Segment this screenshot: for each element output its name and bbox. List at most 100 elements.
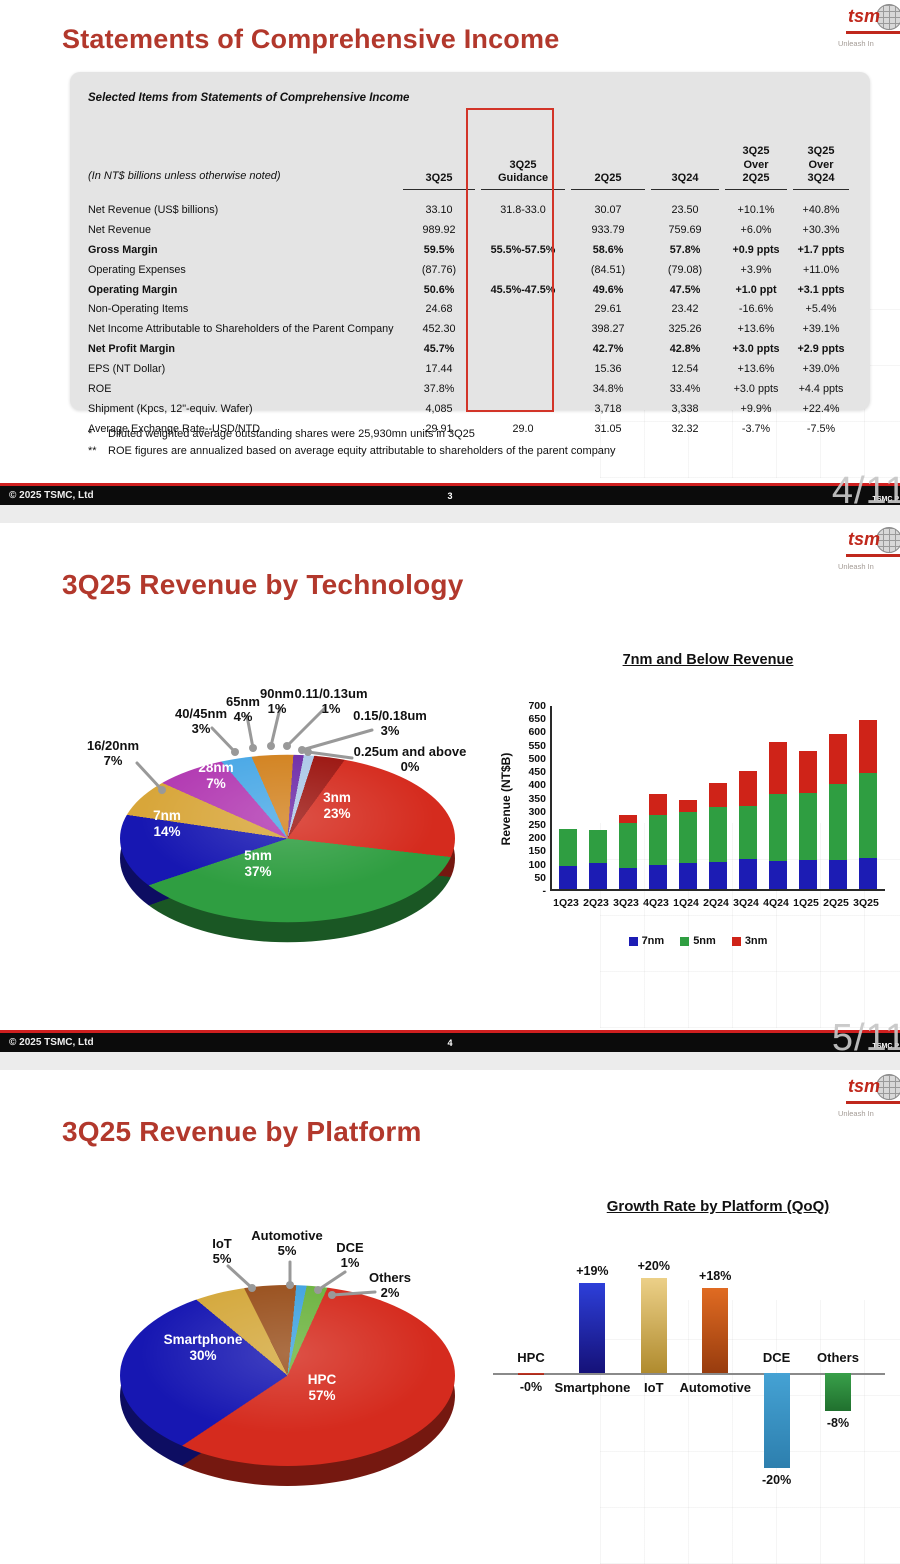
row-label: EPS (NT Dollar) <box>88 363 166 376</box>
growth-value-hpc: -0% <box>519 1380 543 1394</box>
table-cell: 50.6% <box>423 283 455 296</box>
table-cell: 33.4% <box>669 382 701 395</box>
table-cell: 3,718 <box>594 402 622 415</box>
bar-segment-7nm-1Q25 <box>799 859 817 889</box>
bar-segment-7nm-2Q23 <box>589 863 607 889</box>
bar-segment-3nm-3Q23 <box>619 815 637 823</box>
pie-label-automotive: Automotive 5% <box>251 1228 323 1259</box>
bar-segment-7nm-2Q24 <box>709 862 727 889</box>
table-cell: +39.1% <box>802 323 840 336</box>
legend-item-7nm: 7nm <box>628 935 664 947</box>
table-cell: 17.44 <box>425 363 453 376</box>
table-cell: 42.7% <box>592 343 624 356</box>
slide-page-number: 3 <box>447 491 453 501</box>
bar-segment-7nm-3Q25 <box>859 858 877 889</box>
growth-bar-iot <box>640 1278 667 1373</box>
logo-tagline: Unleash In <box>838 562 874 571</box>
footer-corner-text: TSMC P <box>872 496 899 503</box>
tsmc-logo: tsm Unleash In <box>838 4 900 56</box>
table-cell: 58.6% <box>592 243 624 256</box>
y-tick-650: 650 <box>528 713 546 726</box>
pie-label-others: Others 2% <box>369 1270 411 1301</box>
table-cell: 989.92 <box>422 223 456 236</box>
growth-bar-dce <box>763 1373 790 1468</box>
table-cell: 29.0 <box>512 422 534 435</box>
y-axis-label: Revenue (NT$B) <box>499 752 513 846</box>
table-cell: 29.61 <box>594 303 622 316</box>
slide-income-statement: tsm Unleash In Statements of Comprehensi… <box>0 0 900 505</box>
footnote-marker: ** <box>88 445 97 457</box>
row-label: Gross Margin <box>88 243 158 256</box>
row-label: Shipment (Kpcs, 12"-equiv. Wafer) <box>88 402 253 415</box>
plot-area <box>550 706 885 891</box>
row-label: Net Revenue (US$ billions) <box>88 203 219 216</box>
pie-top-face <box>120 1284 455 1466</box>
row-label: Operating Margin <box>88 283 178 296</box>
table-cell: +40.8% <box>802 203 840 216</box>
table-cell: -7.5% <box>806 422 836 435</box>
pie-label-16-20nm: 16/20nm 7% <box>86 738 140 769</box>
slide-footer: © 2025 TSMC, Ltd 4 TSMC P <box>0 1030 900 1052</box>
bar-segment-7nm-1Q23 <box>559 865 577 889</box>
growth-value-others: -8% <box>826 1416 850 1430</box>
pie-label-90nm: 90nm 1% <box>260 686 294 717</box>
legend-label-3nm: 3nm <box>744 935 768 947</box>
pie-label-iot: IoT 5% <box>212 1236 232 1267</box>
bar-segment-7nm-1Q24 <box>679 862 697 889</box>
chart-title: Growth Rate by Platform (QoQ) <box>606 1198 830 1215</box>
table-cell: (79.08) <box>667 263 703 276</box>
wafer-globe-icon <box>876 4 900 30</box>
tsmc-logo-text: tsm <box>848 529 881 549</box>
table-cell: 42.8% <box>669 343 701 356</box>
platform-growth-chart: Growth Rate by Platform (QoQ) HPC -0% Smar… <box>488 1190 893 1560</box>
viewer-page-indicator: 5/11 <box>831 1017 900 1052</box>
bar-segment-3nm-4Q24 <box>769 742 787 794</box>
leader-lines <box>226 1260 377 1299</box>
table-cell: 23.42 <box>671 303 699 316</box>
growth-category-dce: DCE <box>762 1350 791 1365</box>
row-label: Net Income Attributable to Shareholders … <box>88 323 394 336</box>
table-cell: +3.0 ppts <box>732 343 780 356</box>
slide-footer: © 2025 TSMC, Ltd 3 TSMC P <box>0 483 900 505</box>
growth-value-smartphone: +19% <box>576 1263 609 1278</box>
pie-label-5nm: 5nm 37% <box>244 848 272 879</box>
column-header-3q25-guidance: 3Q25 Guidance <box>481 106 565 190</box>
bar-segment-3nm-2Q25 <box>829 733 847 784</box>
table-cell: 45.7% <box>423 343 455 356</box>
table-cell: 31.05 <box>594 422 622 435</box>
table-cell: 933.79 <box>591 223 625 236</box>
y-tick-550: 550 <box>528 739 546 752</box>
pie-label-65nm: 65nm 4% <box>226 694 260 725</box>
row-label: Net Revenue <box>88 223 152 236</box>
copyright-text: © 2025 TSMC, Ltd <box>9 1037 94 1048</box>
bar-segment-5nm-3Q25 <box>859 773 877 859</box>
row-label: Operating Expenses <box>88 263 186 276</box>
table-cell: +11.0% <box>802 263 840 276</box>
wafer-globe-icon <box>876 527 900 553</box>
table-cell: 3,338 <box>671 402 699 415</box>
table-cell: +10.1% <box>737 203 775 216</box>
table-cell: 759.69 <box>668 223 702 236</box>
table-body: Net Revenue (US$ billions) 33.10 31.8-33.0… <box>88 200 852 439</box>
wafer-globe-icon <box>876 1074 900 1100</box>
page-title: 3Q25 Revenue by Platform <box>62 1116 422 1147</box>
y-tick-700: 700 <box>528 700 546 712</box>
table-cell: +22.4% <box>802 402 840 415</box>
y-tick-250: 250 <box>528 818 546 831</box>
table-cell: 30.07 <box>594 203 622 216</box>
table-cell: (87.76) <box>421 263 457 276</box>
growth-bar-hpc <box>518 1373 544 1375</box>
legend-swatch-7nm <box>628 936 638 946</box>
growth-bar-smartphone <box>579 1282 606 1373</box>
row-label: Non-Operating Items <box>88 303 189 316</box>
technology-pie-chart: 16/20nm 7% 40/45nm 3% 65nm 4% 90nm 1% 0.11/0… <box>75 678 475 998</box>
x-tick-4Q23: 4Q23 <box>643 897 669 909</box>
page-title: Statements of Comprehensive Income <box>62 24 560 54</box>
bar-segment-7nm-3Q24 <box>739 859 757 889</box>
table-cell: 4,085 <box>425 402 453 415</box>
table-unit-note: (In NT$ billions unless otherwise noted) <box>88 170 281 183</box>
column-header-2q25: 2Q25 <box>571 106 645 190</box>
bar-segment-5nm-4Q23 <box>649 815 667 865</box>
pie-label-3nm: 3nm 23% <box>323 790 351 821</box>
x-axis-line <box>493 1373 885 1375</box>
